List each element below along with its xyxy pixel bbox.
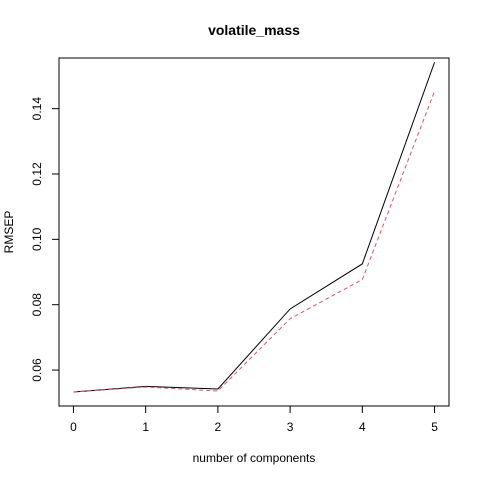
chart-title: volatile_mass [208, 22, 300, 38]
axes: 0 1 2 3 4 5 0.06 0.08 0.10 0.12 0.14 [30, 97, 438, 434]
x-tick-label: 2 [215, 420, 222, 434]
x-tick-label: 3 [287, 420, 294, 434]
y-tick-label: 0.14 [30, 97, 44, 121]
x-axis-label: number of components [193, 451, 316, 465]
x-tick-label: 1 [142, 420, 149, 434]
y-tick-label: 0.08 [30, 293, 44, 317]
series-layer [73, 62, 436, 393]
y-axis-label: RMSEP [2, 211, 16, 254]
y-tick-label: 0.10 [30, 227, 44, 251]
x-tick-label: 4 [359, 420, 366, 434]
y-tick-label: 0.06 [30, 358, 44, 382]
series-line-1 [73, 62, 436, 393]
y-tick-label: 0.12 [30, 162, 44, 186]
x-tick-label: 5 [431, 420, 438, 434]
x-tick-label: 0 [70, 420, 77, 434]
